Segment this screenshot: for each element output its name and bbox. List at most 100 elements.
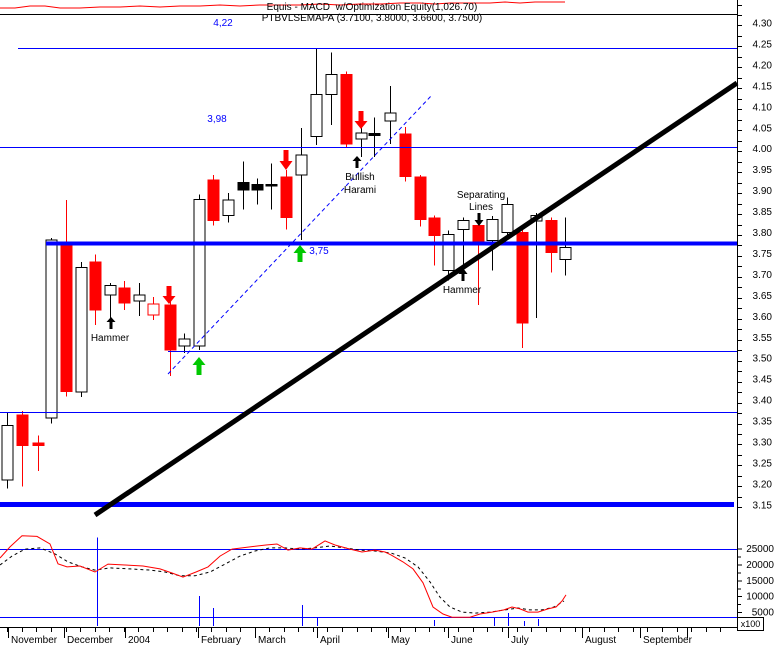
candlestick (237, 161, 250, 210)
price-axis-label: 3.90 (753, 186, 773, 197)
price-axis-label: 4.15 (753, 81, 773, 92)
indicator-pane (0, 535, 737, 626)
month-label: November (11, 635, 58, 645)
separating-lines-arrow (474, 213, 484, 226)
chart-title: Equis - MACD w/Optimization Equity(1,026… (266, 2, 478, 13)
price-axis-label: 3.60 (753, 312, 773, 323)
support-resistance-lines (0, 48, 737, 507)
candlestick (207, 175, 220, 226)
trendlines (93, 80, 739, 518)
candlestick (193, 194, 206, 351)
annotation-label: Hammer (91, 333, 130, 344)
candlestick (89, 254, 102, 326)
sell-signal-arrow-1 (162, 286, 176, 304)
annotation-label: Harami (344, 185, 376, 196)
candlestick (32, 435, 45, 471)
month-label: May (391, 635, 410, 645)
price-axis-label: 4.05 (753, 123, 773, 134)
candlestick (75, 262, 88, 398)
equity-curve (0, 1, 565, 9)
price-level-label-375: 3,75 (309, 246, 329, 257)
volume-axis-label: 25000 (746, 544, 774, 555)
price-axis: 4.30 4.25 4.20 4.15 4.10 4.05 4.00 3.95 3.90 3.85… (737, 0, 774, 627)
month-label: March (258, 635, 286, 645)
month-label: April (320, 635, 340, 645)
price-axis-label: 4.30 (753, 19, 773, 30)
candles-layer (1, 48, 572, 489)
macd-line (0, 535, 567, 618)
month-label: December (67, 635, 114, 645)
candlestick (222, 193, 235, 223)
candlestick (428, 215, 441, 266)
signal-line (0, 545, 565, 614)
candlestick (178, 333, 191, 354)
month-label: August (585, 635, 616, 645)
month-label: September (643, 635, 693, 645)
candlestick (384, 86, 397, 145)
price-axis-label: 3.75 (753, 249, 773, 260)
month-label: June (451, 635, 473, 645)
price-axis-label: 3.35 (753, 417, 773, 428)
candlestick (118, 281, 131, 310)
annotation-label: Separating (457, 190, 505, 201)
candlestick (368, 117, 381, 158)
month-label: February (201, 635, 241, 645)
volume-axis-label: 20000 (746, 560, 774, 571)
annotation-arrows (106, 111, 484, 375)
price-axis-label: 4.00 (753, 144, 773, 155)
annotation-label: Lines (469, 202, 493, 213)
hammer-arrow-2 (458, 268, 468, 281)
bullish-harami-arrow (352, 156, 362, 168)
candlestick (265, 163, 278, 210)
uptrend-line (93, 80, 739, 518)
price-axis-label: 3.65 (753, 291, 773, 302)
candlestick (104, 283, 117, 321)
month-label: 2004 (128, 635, 151, 645)
time-axis: November December 2004 February March April Ma… (0, 627, 737, 645)
hammer-arrow-1 (106, 317, 116, 329)
candlestick (45, 237, 58, 424)
price-axis-label: 3.85 (753, 207, 773, 218)
annotation-label: Hammer (443, 285, 482, 296)
candlestick (60, 200, 73, 397)
price-axis-label: 3.80 (753, 228, 773, 239)
volume-axis-label: 10000 (746, 592, 774, 603)
candlestick (559, 217, 572, 276)
volume-unit-label: x100 (741, 619, 761, 629)
candlestick (516, 229, 529, 349)
price-level-label-422: 4,22 (213, 18, 233, 29)
candlestick (530, 213, 543, 318)
candlestick (16, 410, 29, 487)
candlestick (340, 71, 353, 147)
price-axis-label: 3.40 (753, 396, 773, 407)
candlestick (133, 283, 146, 316)
price-axis-label: 4.20 (753, 60, 773, 71)
price-axis-label: 3.20 (753, 479, 773, 490)
candlestick (295, 128, 308, 241)
month-label: July (511, 635, 529, 645)
candlestick (325, 52, 338, 125)
price-axis-label: 3.15 (753, 500, 773, 511)
price-axis-label: 3.70 (753, 270, 773, 281)
candlestick (310, 48, 323, 145)
candlestick (251, 178, 264, 205)
price-axis-label: 3.25 (753, 458, 773, 469)
price-axis-label: 3.95 (753, 165, 773, 176)
candlestick (280, 170, 293, 230)
price-axis-label: 3.45 (753, 375, 773, 386)
x100-box: x100 (737, 617, 764, 631)
candlestick (501, 197, 514, 238)
price-axis-label: 3.50 (753, 354, 773, 365)
buy-signal-arrow-2 (293, 245, 307, 262)
sell-signal-arrow-2 (279, 150, 293, 170)
price-axis-label: 3.30 (753, 438, 773, 449)
candlestick (399, 126, 412, 182)
buy-signal-arrow-1 (192, 357, 206, 375)
sell-signal-arrow-3 (354, 111, 368, 129)
candlestick (414, 175, 427, 227)
equity-strip (0, 1, 737, 15)
price-level-label-398: 3,98 (207, 114, 227, 125)
